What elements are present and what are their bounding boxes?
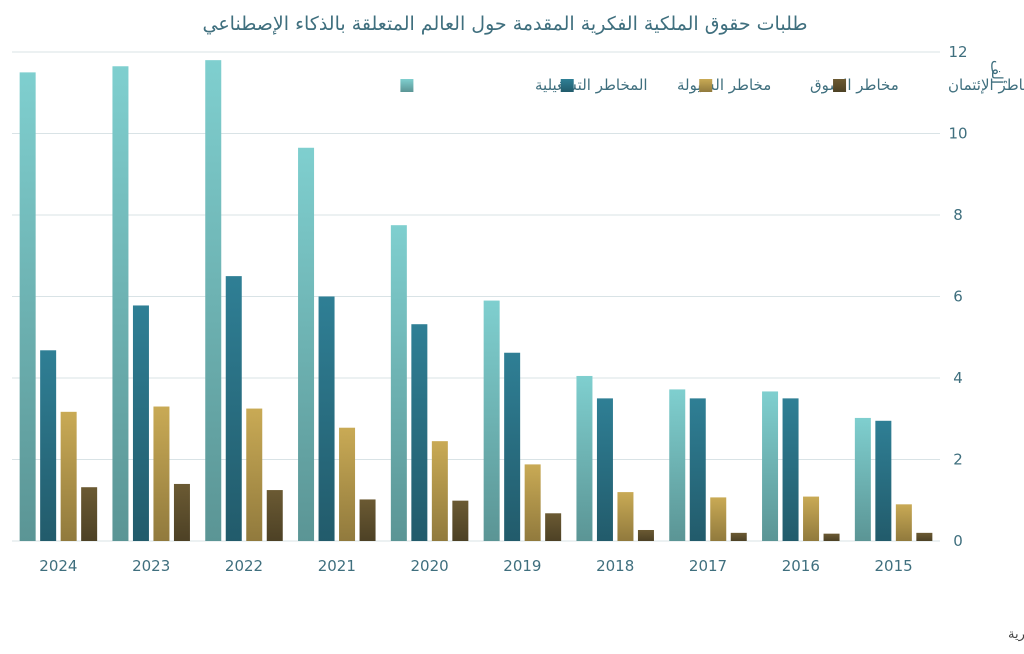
bar (689, 398, 706, 541)
bar (617, 492, 634, 541)
bar (225, 276, 242, 541)
bar (132, 305, 149, 541)
bars (19, 60, 933, 542)
bar (545, 513, 562, 541)
bar (318, 296, 335, 541)
bar (431, 441, 448, 541)
x-tick-label: 2021 (318, 557, 356, 575)
bar (60, 411, 77, 541)
bar (246, 408, 263, 541)
legend-label: مخاطر السيولة (677, 76, 771, 94)
legend-label: المخاطر التشغيلية (535, 76, 648, 94)
bar (81, 487, 98, 541)
y-tick-label: 12 (948, 43, 967, 61)
legend-label: مخاطر السوق (810, 76, 899, 94)
y-tick-label: 0 (953, 532, 963, 550)
bar (669, 389, 686, 541)
legend-swatch (699, 79, 713, 92)
bar (205, 60, 222, 542)
bar (452, 500, 469, 541)
bar (298, 147, 315, 541)
y-axis-label: ألف (988, 60, 1007, 84)
bar (524, 464, 541, 541)
y-tick-label: 4 (953, 369, 963, 387)
legend-swatch (400, 79, 414, 92)
bar (710, 497, 727, 541)
x-tick-label: 2024 (39, 557, 77, 575)
grid-lines (12, 51, 940, 542)
bar (390, 225, 407, 541)
y-tick-label: 6 (953, 288, 963, 306)
bar (762, 391, 779, 541)
legend-label: مخاطر الإئتمان (948, 76, 1024, 94)
x-tick-label: 2016 (782, 557, 820, 575)
y-axis-ticks: 0 2 4 6 8 10 12 (948, 43, 967, 550)
bar (483, 300, 500, 541)
x-tick-label: 2020 (411, 557, 449, 575)
bar (916, 532, 933, 541)
bar (782, 398, 799, 541)
x-tick-label: 2017 (689, 557, 727, 575)
bar (730, 532, 747, 541)
legend-swatch (833, 79, 847, 92)
legend: المخاطر التشغيلية مخاطر السيولة مخاطر السو… (400, 76, 1024, 94)
bar (854, 417, 871, 541)
bar (153, 406, 170, 541)
bar (359, 499, 376, 541)
x-tick-label: 2019 (503, 557, 541, 575)
bar (112, 66, 129, 541)
x-tick-label: 2018 (596, 557, 634, 575)
bar (875, 420, 892, 541)
x-tick-label: 2023 (132, 557, 170, 575)
y-tick-label: 8 (953, 206, 963, 224)
legend-swatch (560, 79, 574, 92)
bar (173, 483, 190, 541)
source-note: المصدر : المنظمة الدولية لحقوق الملكية ا… (1008, 627, 1024, 642)
x-axis-ticks: 2024 2023 2022 2021 2020 2019 2018 2017 2016 2015 (39, 557, 912, 575)
bar (803, 496, 820, 541)
x-tick-label: 2015 (875, 557, 913, 575)
bar (637, 529, 654, 541)
bar (504, 352, 521, 541)
bar (40, 350, 57, 541)
chart-title: طلبات حقوق الملكية الفكرية المقدمة حول ا… (203, 13, 808, 35)
y-tick-label: 10 (948, 125, 967, 143)
bar (576, 375, 593, 541)
bar (411, 324, 428, 541)
bar (339, 427, 356, 541)
bar (895, 504, 912, 541)
x-tick-label: 2022 (225, 557, 263, 575)
bar (19, 72, 36, 541)
bar (823, 533, 840, 541)
bar (596, 398, 613, 541)
y-tick-label: 2 (953, 451, 963, 469)
bar (266, 490, 283, 541)
